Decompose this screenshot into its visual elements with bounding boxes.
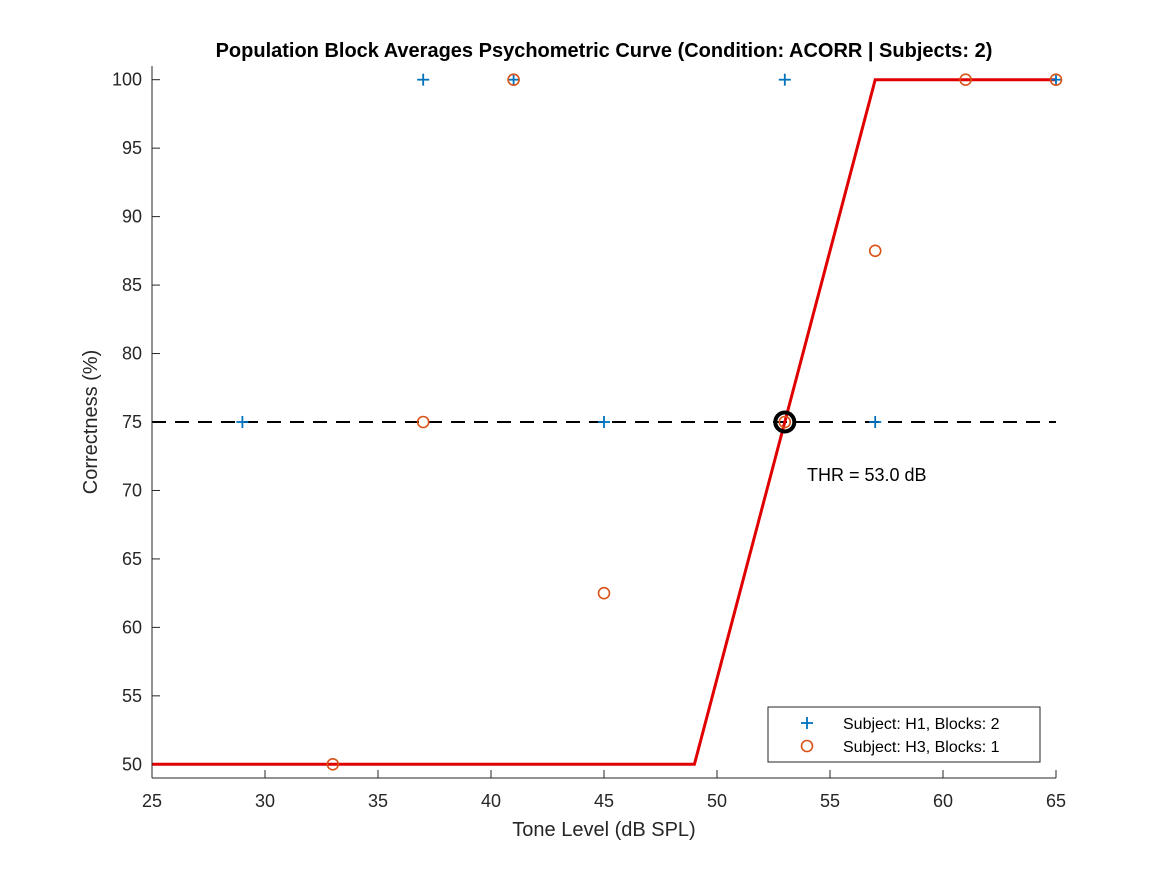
y-tick-label: 70 xyxy=(122,480,142,500)
x-tick-label: 45 xyxy=(594,791,614,811)
data-point-circle xyxy=(778,415,792,429)
x-tick-label: 55 xyxy=(820,791,840,811)
data-point-circle xyxy=(868,244,882,258)
y-tick-label: 65 xyxy=(122,549,142,569)
data-point-circle xyxy=(1049,73,1063,86)
y-tick-label: 85 xyxy=(122,275,142,295)
y-tick-label: 60 xyxy=(122,617,142,637)
data-point-plus xyxy=(417,73,430,86)
data-point-circle xyxy=(507,73,520,86)
data-point-circle xyxy=(959,73,972,86)
data-point-plus xyxy=(778,73,791,86)
threshold-layer xyxy=(773,410,797,434)
legend-marker-circle xyxy=(800,739,814,753)
data-point-plus xyxy=(598,416,610,428)
x-tick-label: 25 xyxy=(142,791,162,811)
x-tick-label: 30 xyxy=(255,791,275,811)
y-tick-label: 90 xyxy=(122,207,142,227)
y-tick-label: 55 xyxy=(122,686,142,706)
data-point-circle xyxy=(416,415,430,429)
y-tick-label: 100 xyxy=(112,70,142,90)
legend-entry-h3: Subject: H3, Blocks: 1 xyxy=(843,739,1000,756)
x-axis-label: Tone Level (dB SPL) xyxy=(512,819,695,841)
data-point-plus xyxy=(236,416,249,428)
x-tick-label: 35 xyxy=(368,791,388,811)
threshold-label: THR = 53.0 dB xyxy=(807,465,927,485)
legend: Subject: H1, Blocks: 2 Subject: H3, Bloc… xyxy=(767,706,1041,763)
x-tick-label: 65 xyxy=(1046,791,1066,811)
fit-curve-layer xyxy=(152,78,1056,766)
data-point-plus xyxy=(507,73,520,86)
legend-entry-h1: Subject: H1, Blocks: 2 xyxy=(843,716,1000,733)
x-axis-ticks: 25 30 35 40 45 50 55 60 65 xyxy=(142,770,1066,811)
fit-curve xyxy=(152,78,1056,766)
y-tick-label: 80 xyxy=(122,344,142,364)
y-axis-ticks: 50 55 60 65 70 75 80 85 90 95 100 xyxy=(112,70,160,774)
legend-marker-plus xyxy=(801,717,813,729)
legend-markers xyxy=(800,717,814,753)
threshold-marker xyxy=(773,410,797,434)
data-point-circle xyxy=(326,758,340,771)
y-tick-label: 75 xyxy=(122,412,142,432)
data-point-plus xyxy=(1050,73,1062,86)
x-tick-label: 40 xyxy=(481,791,501,811)
series-2 xyxy=(326,73,1063,771)
series-1 xyxy=(236,73,1062,428)
series-layer xyxy=(236,73,1063,771)
x-tick-label: 60 xyxy=(933,791,953,811)
data-point-circle xyxy=(597,586,611,600)
data-point-plus xyxy=(869,416,882,428)
legend-box xyxy=(767,706,1041,763)
chart-title: Population Block Averages Psychometric C… xyxy=(216,40,993,62)
y-tick-label: 50 xyxy=(122,754,142,774)
x-tick-label: 50 xyxy=(707,791,727,811)
y-tick-label: 95 xyxy=(122,138,142,158)
y-axis-label: Correctness (%) xyxy=(80,350,102,494)
